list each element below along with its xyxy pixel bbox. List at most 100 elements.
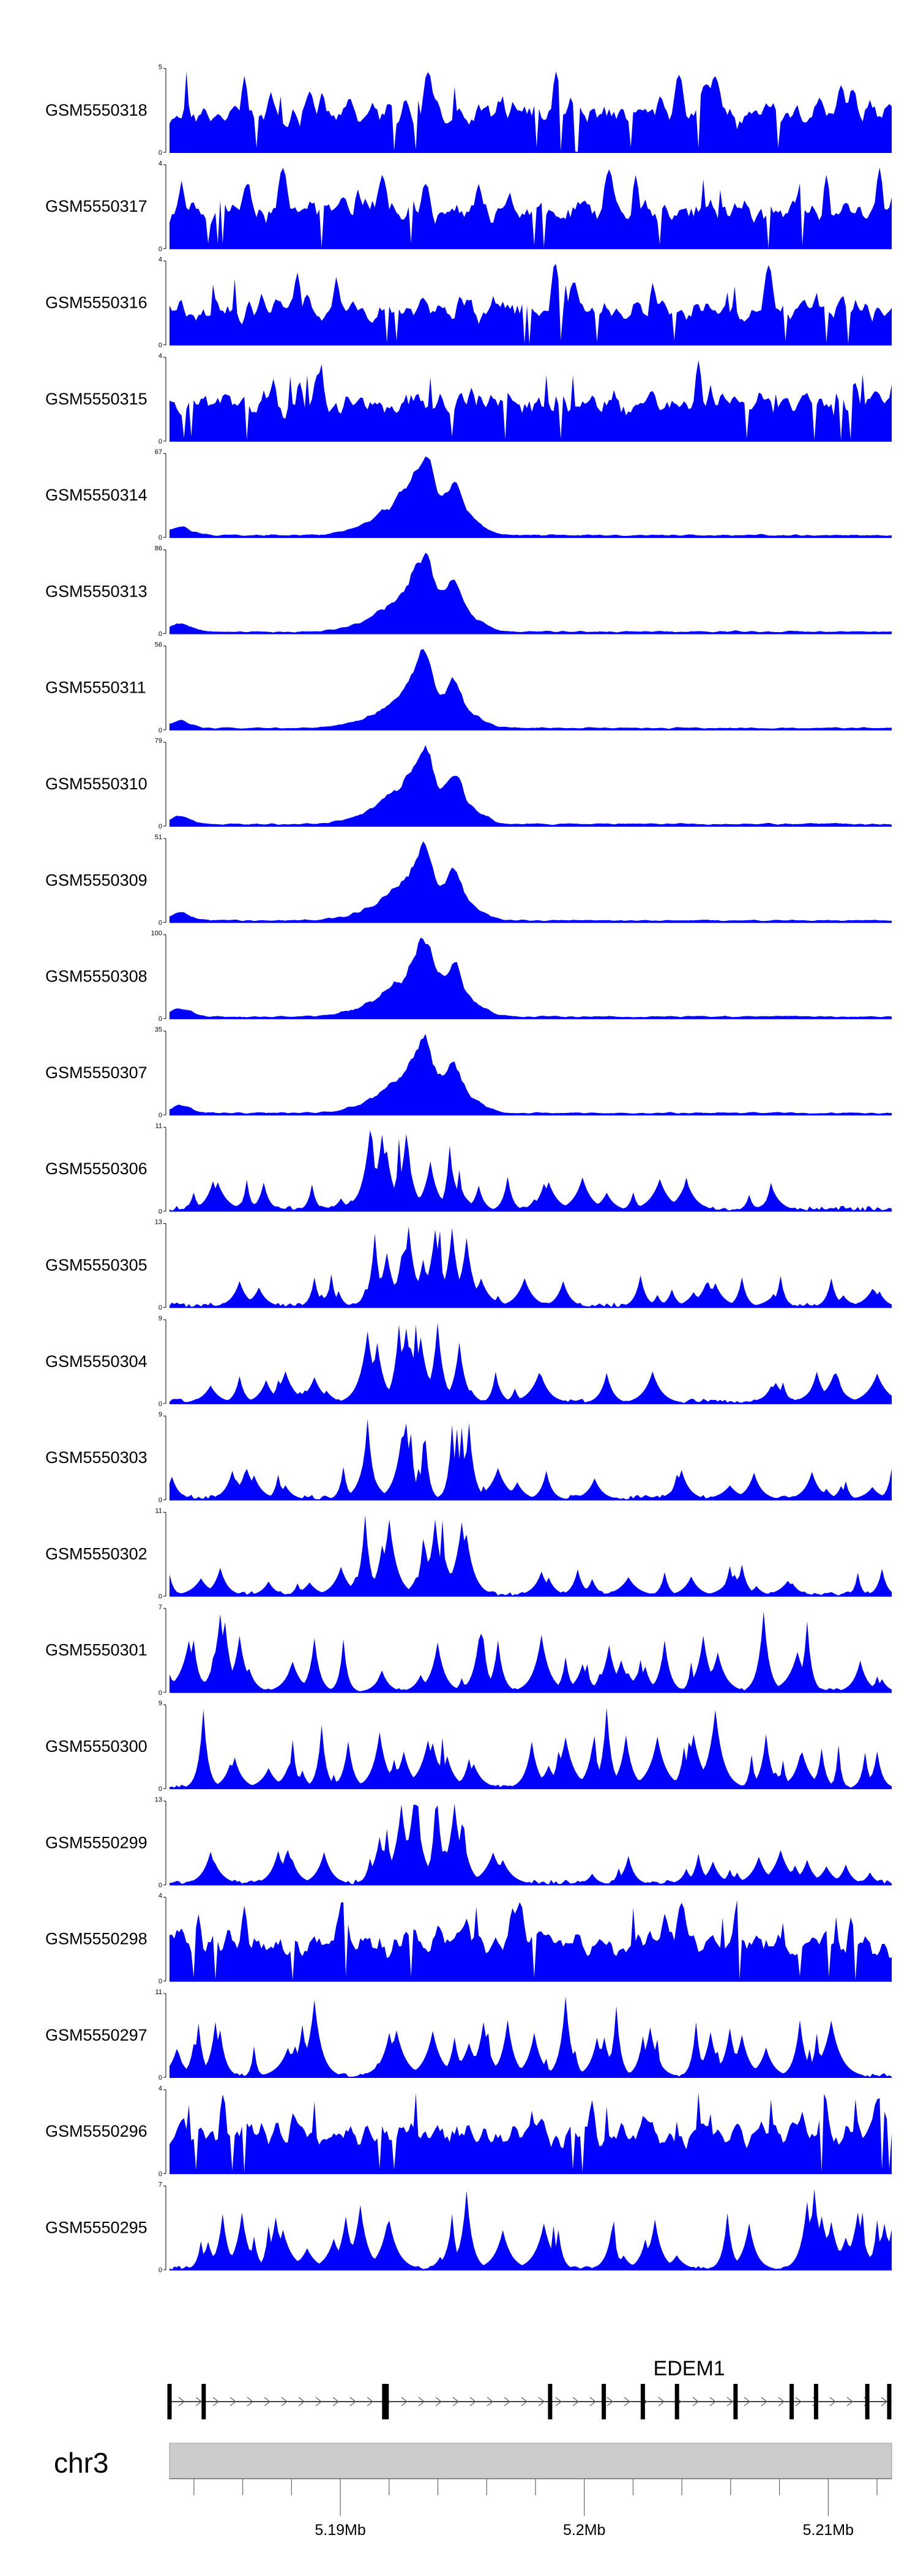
genome-axis: chr3 5.19Mb 5.2Mb 5.21Mb: [54, 2443, 892, 2539]
gene-exon: [548, 2384, 553, 2419]
track-GSM5550306: GSM5550306 11 0: [45, 1122, 892, 1215]
track-GSM5550304: GSM5550304 9 0: [45, 1315, 892, 1408]
y-axis-min-label: 0: [159, 919, 162, 926]
strand-arrow: [795, 2397, 802, 2407]
strand-arrow: [212, 2397, 220, 2407]
track-GSM5550303: GSM5550303 9 0: [45, 1411, 892, 1504]
y-axis-min-label: 0: [159, 823, 162, 830]
strand-arrow: [555, 2397, 562, 2407]
y-axis-min-label: 0: [159, 342, 162, 349]
gene-exon: [384, 2384, 389, 2419]
y-axis-max-label: 11: [155, 1122, 162, 1130]
track-label: GSM5550299: [45, 1833, 147, 1852]
track-GSM5550310: GSM5550310 79 0: [45, 737, 892, 830]
track-label: GSM5550306: [45, 1160, 147, 1178]
track-label: GSM5550311: [45, 679, 146, 697]
coverage-area: [170, 841, 892, 923]
y-axis-max-label: 5: [159, 64, 162, 71]
strand-arrow: [726, 2397, 734, 2407]
track-GSM5550305: GSM5550305 13 0: [45, 1219, 892, 1312]
strand-arrow: [230, 2397, 237, 2407]
coverage-area: [170, 360, 892, 441]
track-label: GSM5550317: [45, 197, 147, 215]
track-GSM5550298: GSM5550298 4 0: [45, 1893, 892, 1986]
y-axis-min-label: 0: [159, 149, 162, 157]
track-GSM5550315: GSM5550315 4 0: [45, 352, 892, 445]
gene-exon: [887, 2384, 892, 2419]
strand-arrow: [315, 2397, 323, 2407]
y-axis-max-label: 4: [159, 256, 162, 264]
strand-arrow: [298, 2397, 305, 2407]
gene-exon: [674, 2384, 679, 2419]
strand-arrow: [452, 2397, 460, 2407]
y-axis-max-label: 4: [159, 160, 162, 167]
strand-arrow: [521, 2397, 528, 2407]
strand-arrow: [435, 2397, 442, 2407]
y-axis-max-label: 67: [155, 449, 162, 456]
track-label: GSM5550314: [45, 486, 147, 504]
track-label: GSM5550310: [45, 775, 147, 793]
y-axis-min-label: 0: [159, 631, 162, 638]
gene-exon: [733, 2384, 738, 2419]
strand-arrow: [401, 2397, 408, 2407]
track-label: GSM5550300: [45, 1737, 147, 1755]
track-label: GSM5550305: [45, 1256, 147, 1275]
track-GSM5550302: GSM5550302 11 0: [45, 1508, 892, 1601]
gene-exon: [813, 2384, 818, 2419]
y-axis-min-label: 0: [159, 727, 162, 734]
y-axis-min-label: 0: [159, 245, 162, 253]
track-label: GSM5550302: [45, 1544, 147, 1563]
strand-arrow: [332, 2397, 340, 2407]
coverage-area: [170, 745, 892, 827]
strand-arrow: [367, 2397, 374, 2407]
strand-arrow: [195, 2397, 203, 2407]
y-axis-min-label: 0: [159, 1016, 162, 1023]
chromosome-bar: [169, 2443, 892, 2479]
y-axis-min-label: 0: [159, 2074, 162, 2082]
strand-arrow: [709, 2397, 717, 2407]
y-axis-max-label: 13: [155, 1796, 162, 1803]
track-GSM5550317: GSM5550317 4 0: [45, 160, 892, 253]
track-label: GSM5550309: [45, 871, 147, 889]
gene-exons: [167, 2384, 892, 2419]
coverage-area: [170, 937, 892, 1019]
y-axis-min-label: 0: [159, 2267, 162, 2274]
track-GSM5550316: GSM5550316 4 0: [45, 256, 892, 349]
strand-arrow: [349, 2397, 357, 2407]
strand-arrow: [572, 2397, 580, 2407]
y-axis-max-label: 9: [159, 1315, 162, 1322]
strand-arrow: [487, 2397, 494, 2407]
track-GSM5550313: GSM5550313 86 0: [45, 545, 892, 638]
strand-arrow: [418, 2397, 425, 2407]
y-axis-max-label: 11: [155, 1989, 162, 1996]
y-axis-max-label: 100: [151, 930, 162, 937]
y-axis-min-label: 0: [159, 1882, 162, 1889]
axis-tick-label: 5.19Mb: [315, 2522, 365, 2539]
strand-arrow: [829, 2397, 837, 2407]
track-GSM5550301: GSM5550301 7 0: [45, 1604, 892, 1697]
track-label: GSM5550313: [45, 582, 147, 600]
gene-exon: [789, 2384, 794, 2419]
track-GSM5550308: GSM5550308 100 0: [45, 930, 892, 1023]
coverage-area: [170, 1707, 892, 1789]
y-axis-min-label: 0: [159, 534, 162, 542]
y-axis-min-label: 0: [159, 438, 162, 445]
track-label: GSM5550303: [45, 1448, 147, 1467]
track-label: GSM5550308: [45, 967, 147, 986]
gene-exon: [602, 2384, 606, 2419]
gene-exon: [201, 2384, 206, 2419]
coverage-area: [170, 1804, 892, 1885]
y-axis-max-label: 9: [159, 1700, 162, 1707]
y-axis-max-label: 35: [155, 1026, 162, 1033]
y-axis-min-label: 0: [159, 1497, 162, 1504]
y-axis-max-label: 79: [155, 737, 162, 745]
axis-tick-label: 5.21Mb: [803, 2522, 854, 2539]
strand-arrow: [778, 2397, 785, 2407]
gene-exon: [865, 2384, 870, 2419]
y-axis-max-label: 56: [155, 641, 162, 649]
coverage-area: [170, 1322, 892, 1404]
track-GSM5550300: GSM5550300 9 0: [45, 1700, 892, 1793]
coverage-area: [170, 1515, 892, 1596]
track-label: GSM5550295: [45, 2219, 147, 2237]
